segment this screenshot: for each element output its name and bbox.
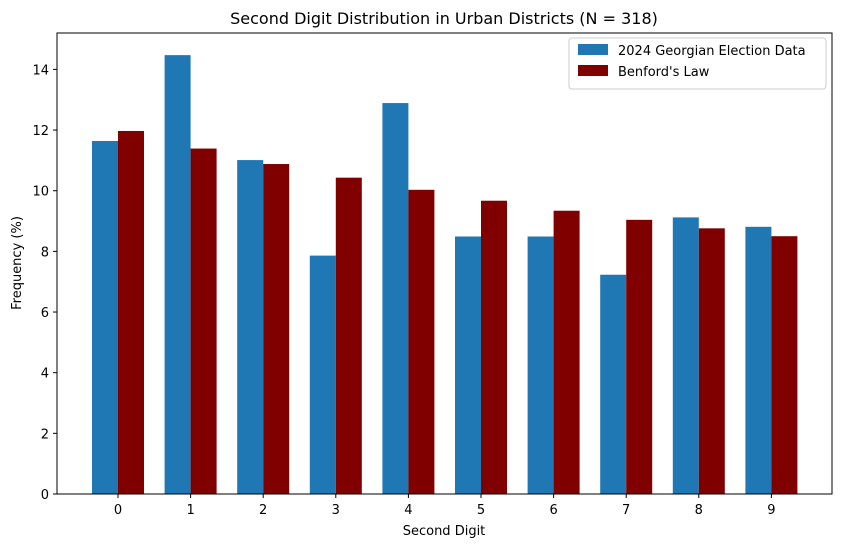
y-tick-label: 0 <box>41 488 49 503</box>
y-tick-label: 14 <box>32 63 49 78</box>
legend-swatch-series-2 <box>578 65 608 76</box>
x-tick-label: 2 <box>259 503 267 518</box>
bar-series-1-digit-1 <box>164 55 191 494</box>
bar-series-2-digit-3 <box>335 177 362 495</box>
y-tick-label: 2 <box>41 427 49 442</box>
bar-series-2-digit-2 <box>263 164 290 494</box>
bar-series-2-digit-8 <box>698 228 725 494</box>
x-axis-ticks: 0 1 2 3 4 5 6 7 8 9 <box>114 494 776 518</box>
bar-series-1-digit-9 <box>745 226 772 495</box>
bar-series-2-digit-0 <box>118 130 144 494</box>
y-axis-ticks: 0 2 4 6 8 10 12 14 <box>32 63 57 503</box>
x-tick-label: 3 <box>332 503 340 518</box>
x-tick-label: 4 <box>404 503 412 518</box>
y-tick-label: 6 <box>41 306 49 321</box>
legend-label-series-2: Benford's Law <box>618 65 710 80</box>
chart-title: Second Digit Distribution in Urban Distr… <box>230 9 658 28</box>
x-tick-label: 9 <box>767 503 775 518</box>
x-axis-label: Second Digit <box>403 524 486 539</box>
bar-series-2-digit-6 <box>553 210 580 495</box>
bar-series-1-digit-0 <box>92 140 118 494</box>
x-tick-label: 0 <box>114 503 122 518</box>
bar-series-1-digit-8 <box>672 217 699 494</box>
legend-box <box>568 37 827 90</box>
y-tick-label: 10 <box>32 185 49 200</box>
bar-series-2-digit-1 <box>190 148 217 495</box>
bar-series-2-digit-9 <box>771 236 798 494</box>
y-tick-label: 12 <box>32 124 49 139</box>
bar-series-2-digit-4 <box>408 189 435 495</box>
bars-group <box>92 55 798 495</box>
y-axis-label: Frequency (%) <box>10 216 25 310</box>
bar-series-1-digit-7 <box>600 274 627 494</box>
bar-series-2-digit-5 <box>481 200 507 494</box>
bar-series-1-digit-2 <box>237 160 264 494</box>
y-tick-label: 8 <box>41 245 49 260</box>
legend: 2024 Georgian Election Data Benford's La… <box>568 37 827 90</box>
x-tick-label: 1 <box>186 503 194 518</box>
bar-series-1-digit-5 <box>455 236 481 494</box>
x-tick-label: 5 <box>477 503 485 518</box>
x-tick-label: 8 <box>695 503 703 518</box>
bar-series-1-digit-6 <box>527 236 554 494</box>
bar-series-2-digit-7 <box>626 219 653 494</box>
y-tick-label: 4 <box>41 367 49 382</box>
x-tick-label: 7 <box>622 503 630 518</box>
bar-series-1-digit-3 <box>309 255 336 494</box>
x-tick-label: 6 <box>549 503 557 518</box>
legend-label-series-1: 2024 Georgian Election Data <box>618 44 806 59</box>
bar-series-1-digit-4 <box>382 103 409 494</box>
plot-frame <box>56 32 833 495</box>
legend-swatch-series-1 <box>578 44 608 55</box>
